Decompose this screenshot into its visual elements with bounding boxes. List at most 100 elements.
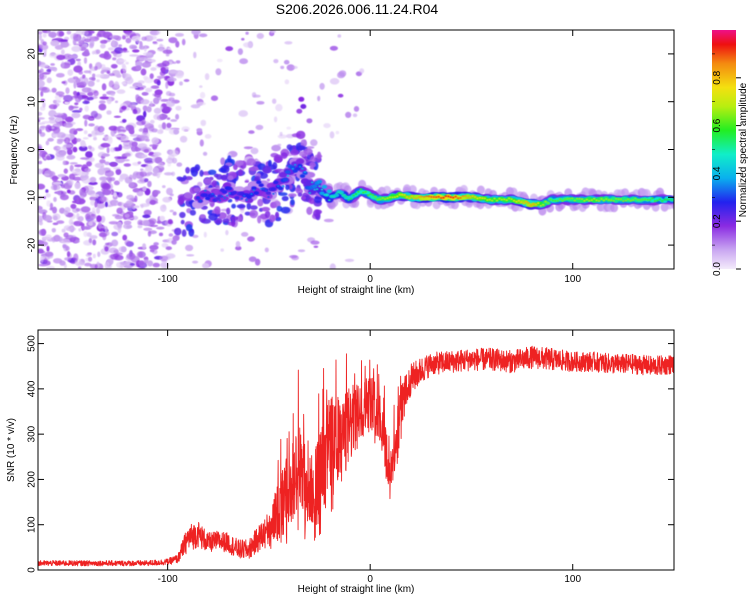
snr-xlabel: Height of straight line (km) (298, 584, 415, 595)
noise-blob (43, 48, 47, 54)
noise-blob (61, 61, 65, 69)
noise-blob (95, 74, 104, 78)
ridge-cell (588, 200, 591, 202)
ridge-cell (211, 193, 214, 195)
colorbar-tick-label: 0.0 (712, 262, 723, 276)
noise-blob (225, 46, 234, 52)
noise-blob (96, 202, 106, 209)
noise-blob (38, 248, 44, 254)
noise-blob (141, 92, 149, 96)
noise-blob (122, 118, 127, 123)
noise-blob (285, 184, 290, 191)
noise-blob (313, 209, 321, 218)
noise-blob (45, 140, 50, 146)
ridge-cell (415, 197, 419, 200)
noise-blob (99, 196, 107, 203)
ridge-cell (338, 190, 345, 195)
noise-blob (56, 220, 65, 224)
noise-blob (225, 229, 229, 236)
noise-blob (94, 66, 98, 71)
noise-blob (227, 175, 234, 181)
noise-blob (161, 122, 167, 130)
noise-blob (137, 225, 143, 229)
noise-blob (69, 162, 78, 165)
noise-blob (277, 134, 287, 139)
noise-blob (128, 126, 135, 134)
ridge-cell (532, 203, 535, 206)
noise-blob (165, 53, 170, 57)
ridge-cell (340, 192, 343, 195)
noise-blob (223, 165, 229, 170)
noise-blob (286, 64, 295, 71)
ridge-cell (383, 198, 387, 200)
spectrogram-ylabel: Frequency (Hz) (9, 116, 20, 185)
noise-blob (87, 80, 95, 87)
noise-blob (38, 129, 42, 134)
ridge-cell (359, 188, 363, 191)
ridge-cell (366, 194, 370, 197)
noise-blob (306, 118, 313, 124)
noise-blob (283, 59, 290, 65)
ridge-cell (295, 166, 301, 171)
ridge-cell (537, 202, 540, 205)
noise-blob (38, 33, 43, 41)
noise-blob (88, 256, 93, 262)
noise-blob (98, 103, 107, 111)
noise-blob (144, 178, 149, 183)
noise-blob (108, 80, 115, 88)
y-tick-label: 100 (27, 516, 38, 533)
noise-blob (73, 81, 77, 89)
noise-blob (97, 168, 106, 176)
noise-blob (118, 44, 122, 48)
noise-blob (99, 53, 109, 59)
ridge-cell (323, 194, 326, 196)
noise-blob (172, 211, 177, 216)
noise-blob (116, 192, 123, 198)
noise-blob (160, 105, 164, 110)
noise-blob (172, 157, 178, 164)
ridge-cell (573, 199, 577, 202)
noise-blob (51, 34, 56, 39)
noise-blob (124, 73, 128, 78)
noise-blob (66, 251, 71, 257)
noise-blob (135, 61, 143, 68)
ridge-cell (258, 183, 264, 188)
noise-blob (175, 33, 184, 37)
noise-blob (124, 261, 131, 266)
noise-blob (52, 134, 58, 138)
noise-blob (146, 106, 152, 113)
noise-blob (220, 248, 224, 252)
ridge-cell (276, 185, 280, 187)
noise-blob (39, 64, 49, 68)
noise-blob (135, 65, 142, 71)
noise-blob (122, 35, 126, 40)
noise-blob (75, 261, 85, 267)
noise-blob (273, 59, 279, 64)
ridge-cell (330, 195, 334, 198)
ridge-cell (619, 198, 623, 201)
noise-blob (181, 38, 186, 46)
noise-blob (288, 193, 297, 198)
noise-blob (132, 49, 140, 53)
noise-blob (108, 221, 119, 225)
noise-blob (75, 128, 84, 132)
ridge-cell (646, 198, 649, 201)
noise-blob (136, 40, 142, 44)
spectrogram-xlabel: Height of straight line (km) (298, 285, 415, 296)
noise-blob (80, 206, 91, 213)
y-tick-label: 400 (27, 380, 38, 397)
noise-blob (60, 238, 71, 245)
noise-blob (296, 108, 303, 114)
noise-blob (99, 96, 109, 100)
noise-blob (88, 123, 95, 127)
noise-blob (93, 136, 97, 141)
ridge-cell (478, 196, 482, 199)
noise-blob (142, 52, 153, 56)
x-tick-label: 0 (367, 274, 373, 285)
noise-blob (193, 187, 201, 193)
ridge-cell (228, 192, 231, 195)
noise-blob (38, 150, 48, 158)
noise-blob (122, 65, 127, 73)
noise-blob (203, 231, 207, 238)
noise-blob (38, 122, 46, 125)
